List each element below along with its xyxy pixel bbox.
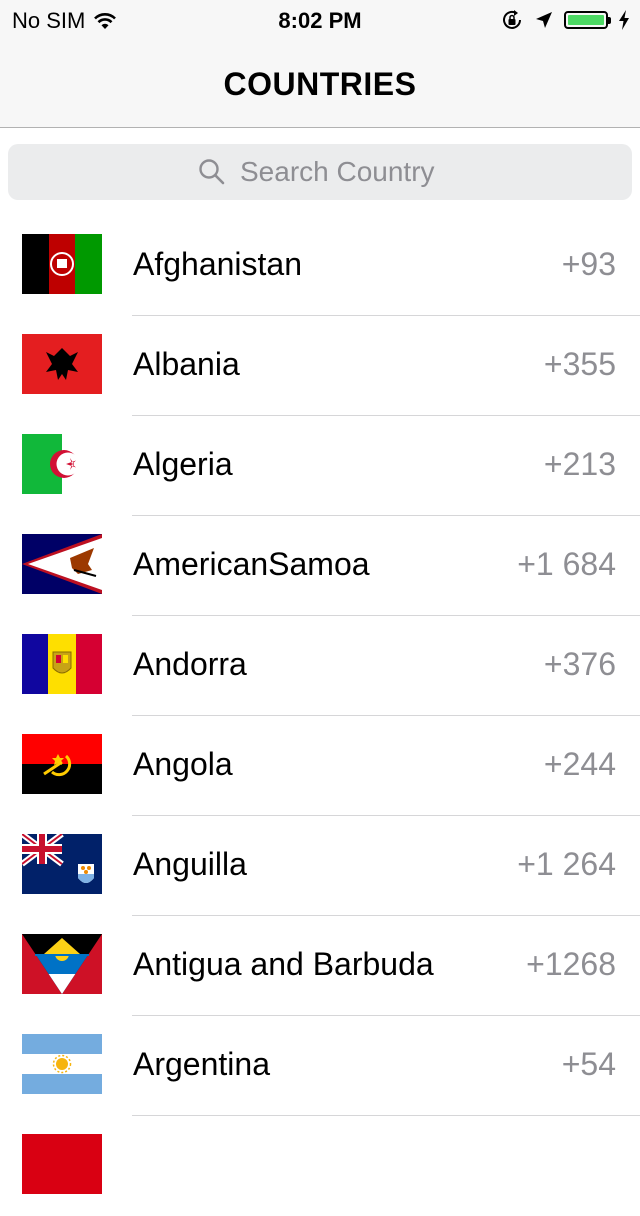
country-name: Angola — [133, 746, 233, 782]
navigation-bar: COUNTRIES — [0, 40, 640, 128]
angola-flag-icon — [22, 734, 102, 794]
page-title: COUNTRIES — [223, 66, 417, 102]
row-divider — [132, 915, 640, 916]
orientation-lock-icon — [503, 10, 521, 29]
country-row[interactable]: Argentina +54 — [0, 1016, 640, 1116]
american-samoa-flag-icon — [22, 534, 102, 594]
row-divider — [132, 1115, 640, 1116]
dial-code: +1268 — [526, 946, 616, 982]
row-divider — [132, 315, 640, 316]
country-row[interactable] — [0, 1116, 640, 1216]
battery-icon — [564, 11, 611, 29]
country-name: Andorra — [133, 646, 247, 682]
dial-code: +355 — [543, 346, 616, 382]
country-row[interactable]: Algeria +213 — [0, 416, 640, 516]
dial-code: +244 — [543, 746, 616, 782]
andorra-flag-icon — [22, 634, 102, 694]
argentina-flag-icon — [22, 1034, 102, 1094]
charging-bolt-icon — [619, 10, 629, 30]
search-icon — [199, 159, 225, 185]
status-time: 8:02 PM — [278, 8, 362, 33]
country-name: Afghanistan — [133, 246, 303, 282]
location-arrow-icon — [536, 12, 552, 28]
row-divider — [132, 615, 640, 616]
country-row[interactable]: Andorra +376 — [0, 616, 640, 716]
albania-flag-icon — [22, 334, 102, 394]
country-name: Anguilla — [133, 846, 247, 882]
status-bar: No SIM 8:02 PM — [0, 0, 640, 40]
row-divider — [132, 815, 640, 816]
dial-code: +54 — [561, 1046, 616, 1082]
algeria-flag-icon — [22, 434, 102, 494]
row-divider — [132, 715, 640, 716]
country-row[interactable]: Anguilla +1 264 — [0, 816, 640, 916]
country-row[interactable]: Afghanistan +93 — [0, 216, 640, 316]
country-list: Afghanistan +93 Albania +355 — [0, 216, 640, 1216]
row-divider — [132, 415, 640, 416]
country-row[interactable]: Angola +244 — [0, 716, 640, 816]
country-name: Albania — [133, 346, 240, 382]
dial-code: +376 — [543, 646, 616, 682]
anguilla-flag-icon — [22, 834, 102, 894]
dial-code: +1 684 — [517, 546, 616, 582]
wifi-icon — [94, 13, 117, 29]
country-name: Argentina — [133, 1046, 270, 1082]
partial-flag-icon — [22, 1134, 102, 1194]
antigua-barbuda-flag-icon — [22, 934, 102, 994]
search-bar — [8, 144, 632, 200]
row-divider — [132, 515, 640, 516]
dial-code: +1 264 — [517, 846, 616, 882]
afghanistan-flag-icon — [22, 234, 102, 294]
row-divider — [132, 1015, 640, 1016]
country-name: Antigua and Barbuda — [133, 946, 434, 982]
dial-code: +213 — [543, 446, 616, 482]
country-row[interactable]: AmericanSamoa +1 684 — [0, 516, 640, 616]
country-name: Algeria — [133, 446, 233, 482]
carrier-label: No SIM — [12, 8, 86, 33]
country-name: AmericanSamoa — [133, 546, 370, 582]
country-row[interactable]: Antigua and Barbuda +1268 — [0, 916, 640, 1016]
country-row[interactable]: Albania +355 — [0, 316, 640, 416]
dial-code: +93 — [561, 246, 616, 282]
search-input[interactable] — [8, 144, 632, 200]
